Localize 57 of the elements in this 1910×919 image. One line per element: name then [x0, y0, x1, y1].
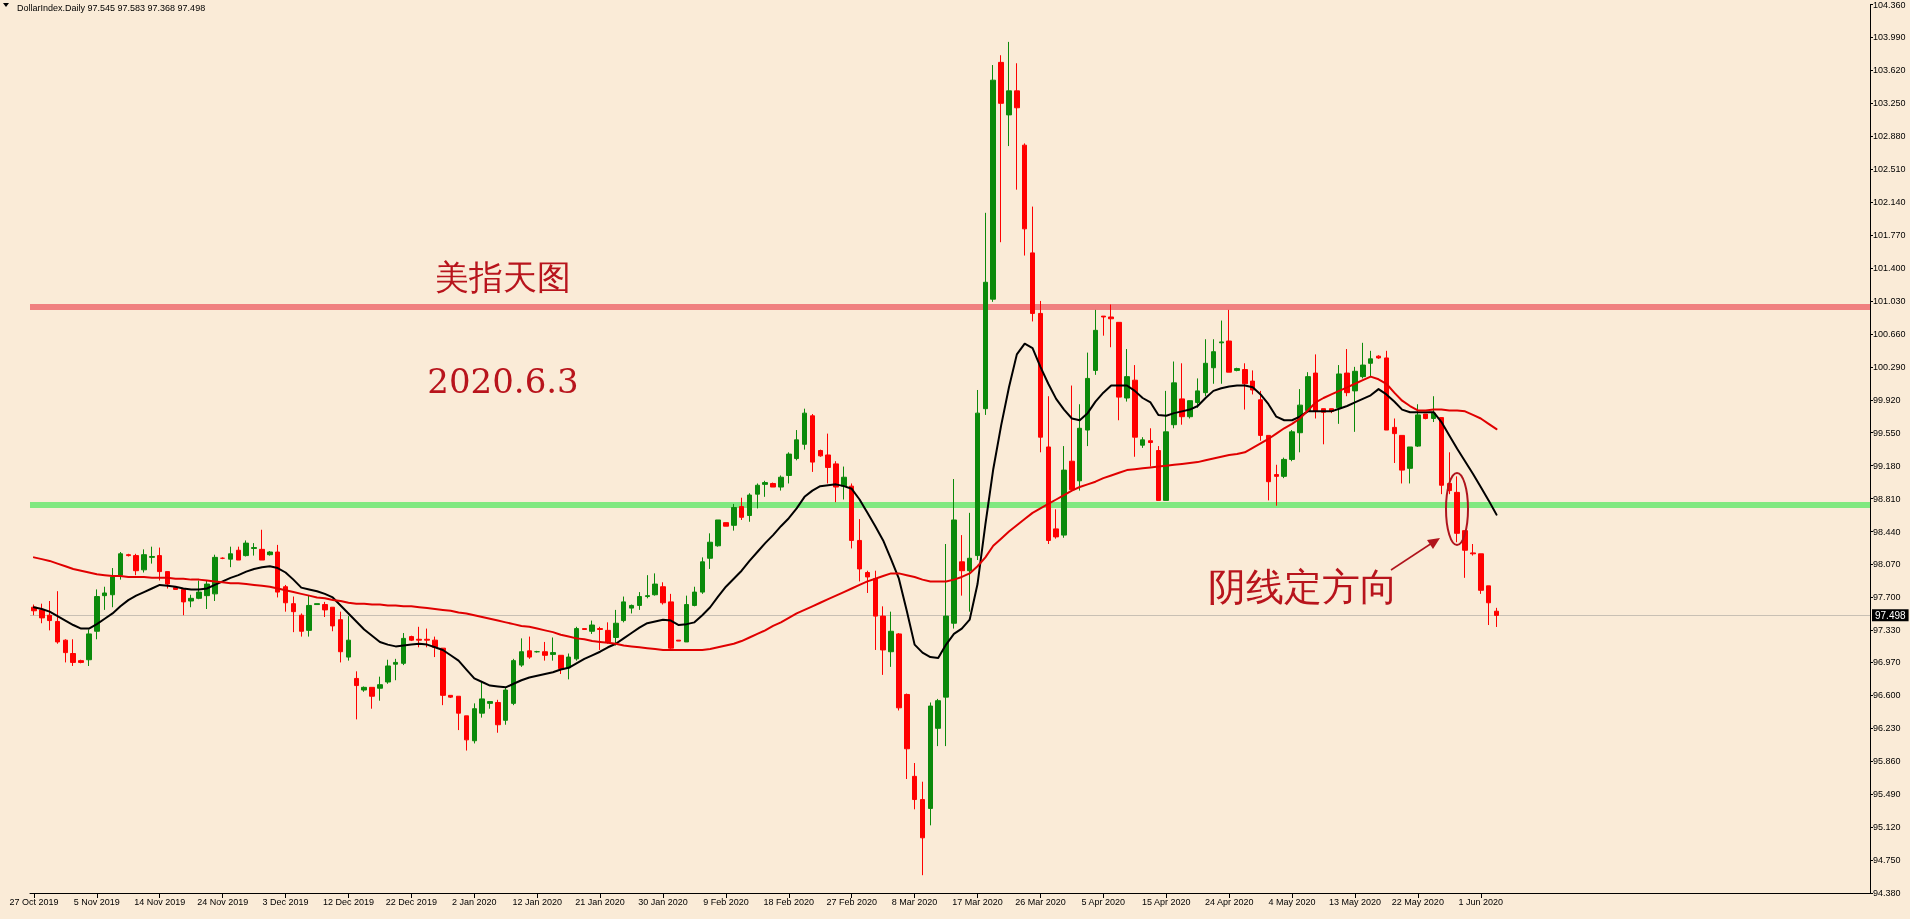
y-tick-label: 95.120 — [1873, 822, 1901, 833]
x-tick-label: 24 Nov 2019 — [197, 896, 249, 907]
y-tick-label: 95.490 — [1873, 789, 1901, 800]
x-tick-label: 18 Feb 2020 — [763, 896, 815, 907]
y-tick-label: 104.360 — [1873, 0, 1906, 10]
x-tick-label: 26 Mar 2020 — [1015, 896, 1066, 907]
x-tick-label: 17 Mar 2020 — [952, 896, 1003, 907]
x-tick-label: 4 May 2020 — [1268, 896, 1316, 907]
y-tick-label: 100.290 — [1873, 361, 1906, 372]
y-tick-label: 98.070 — [1873, 559, 1901, 570]
x-tick-label: 22 Dec 2019 — [385, 896, 437, 907]
x-tick-label: 21 Jan 2020 — [575, 896, 625, 907]
x-tick-label: 30 Jan 2020 — [638, 896, 688, 907]
chart-title: DollarIndex.Daily 97.545 97.583 97.368 97.498 — [17, 2, 206, 13]
y-tick-label: 97.330 — [1873, 625, 1901, 636]
y-tick-label: 101.400 — [1873, 263, 1906, 274]
y-tick-label: 96.230 — [1873, 723, 1901, 734]
y-tick-label: 95.860 — [1873, 756, 1901, 767]
x-tick-label: 27 Oct 2019 — [9, 896, 59, 907]
x-tick-label: 3 Dec 2019 — [262, 896, 309, 907]
y-tick-label: 102.880 — [1873, 131, 1906, 142]
x-tick-label: 22 May 2020 — [1391, 896, 1444, 907]
y-tick-label: 99.180 — [1873, 460, 1901, 471]
y-tick-label: 97.700 — [1873, 592, 1901, 603]
x-tick-label: 12 Jan 2020 — [512, 896, 562, 907]
y-tick-label: 96.970 — [1873, 657, 1901, 668]
y-tick-label: 103.620 — [1873, 65, 1906, 76]
y-tick-label: 101.030 — [1873, 295, 1906, 306]
x-tick-label: 12 Dec 2019 — [322, 896, 374, 907]
y-tick-label: 100.660 — [1873, 328, 1906, 339]
y-tick-label: 99.550 — [1873, 427, 1901, 438]
x-tick-label: 9 Feb 2020 — [703, 896, 749, 907]
y-tick-label: 98.440 — [1873, 526, 1901, 537]
x-tick-label: 24 Apr 2020 — [1204, 896, 1254, 907]
annotation: 美指天图 — [435, 257, 571, 297]
y-tick-label: 98.810 — [1873, 493, 1901, 504]
y-tick-label: 94.380 — [1873, 888, 1901, 898]
x-tick-label: 5 Apr 2020 — [1081, 896, 1126, 907]
x-tick-label: 8 Mar 2020 — [891, 896, 938, 907]
x-tick-label: 13 May 2020 — [1328, 896, 1381, 907]
y-tick-label: 94.750 — [1873, 855, 1901, 866]
ref-line-label: 97.498 — [1875, 609, 1907, 621]
y-tick-label: 103.990 — [1873, 32, 1906, 43]
x-tick-label: 2 Jan 2020 — [452, 896, 497, 907]
y-tick-label: 99.920 — [1873, 394, 1901, 405]
x-tick-label: 1 Jun 2020 — [1458, 896, 1504, 907]
y-tick-label: 101.770 — [1873, 230, 1906, 241]
y-tick-label: 96.600 — [1873, 690, 1901, 701]
y-tick-label: 102.510 — [1873, 164, 1906, 175]
x-tick-label: 15 Apr 2020 — [1141, 896, 1191, 907]
x-tick-label: 14 Nov 2019 — [134, 896, 186, 907]
x-tick-label: 5 Nov 2019 — [73, 896, 120, 907]
annotation: 阴线定方向 — [1208, 565, 1398, 609]
y-tick-label: 102.140 — [1873, 197, 1906, 208]
annotation: 2020.6.3 — [427, 361, 579, 401]
x-tick-label: 27 Feb 2020 — [826, 896, 877, 907]
y-tick-label: 103.250 — [1873, 98, 1906, 109]
